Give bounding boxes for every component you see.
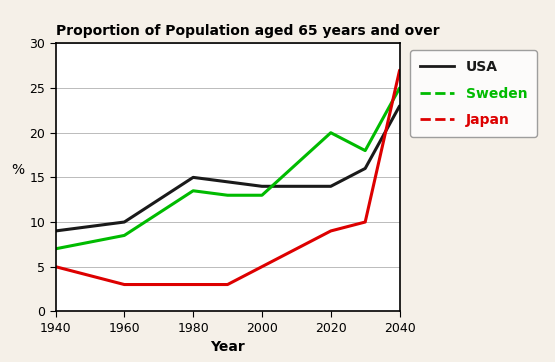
Text: Proportion of Population aged 65 years and over: Proportion of Population aged 65 years a… — [56, 24, 439, 38]
X-axis label: Year: Year — [210, 340, 245, 354]
Y-axis label: %: % — [12, 163, 24, 177]
Legend: USA, Sweden, Japan: USA, Sweden, Japan — [410, 50, 537, 137]
